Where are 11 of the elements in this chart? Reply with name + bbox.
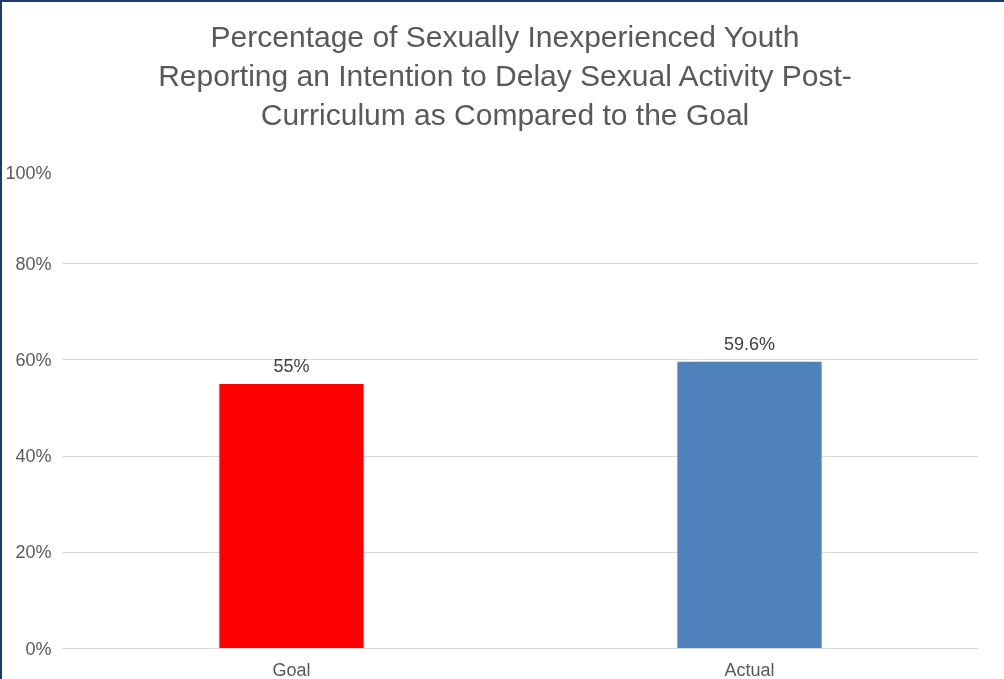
x-tick-label: Actual	[724, 659, 775, 679]
y-tick-label: 80%	[15, 253, 52, 274]
chart-title: Percentage of Sexually Inexperienced Youth Reporting an Intention to Delay Sexual Activity Post- Curriculum as Compared to the Goal	[158, 19, 852, 133]
data-label: 55%	[273, 355, 310, 376]
data-label: 59.6%	[723, 333, 776, 354]
y-tick-label: 100%	[5, 162, 52, 183]
y-tick-label: 40%	[15, 446, 52, 467]
y-tick-label: 0%	[25, 638, 52, 659]
y-tick-label: 20%	[15, 542, 52, 563]
x-tick-label: Goal	[272, 659, 311, 679]
y-tick-label: 60%	[15, 349, 52, 370]
